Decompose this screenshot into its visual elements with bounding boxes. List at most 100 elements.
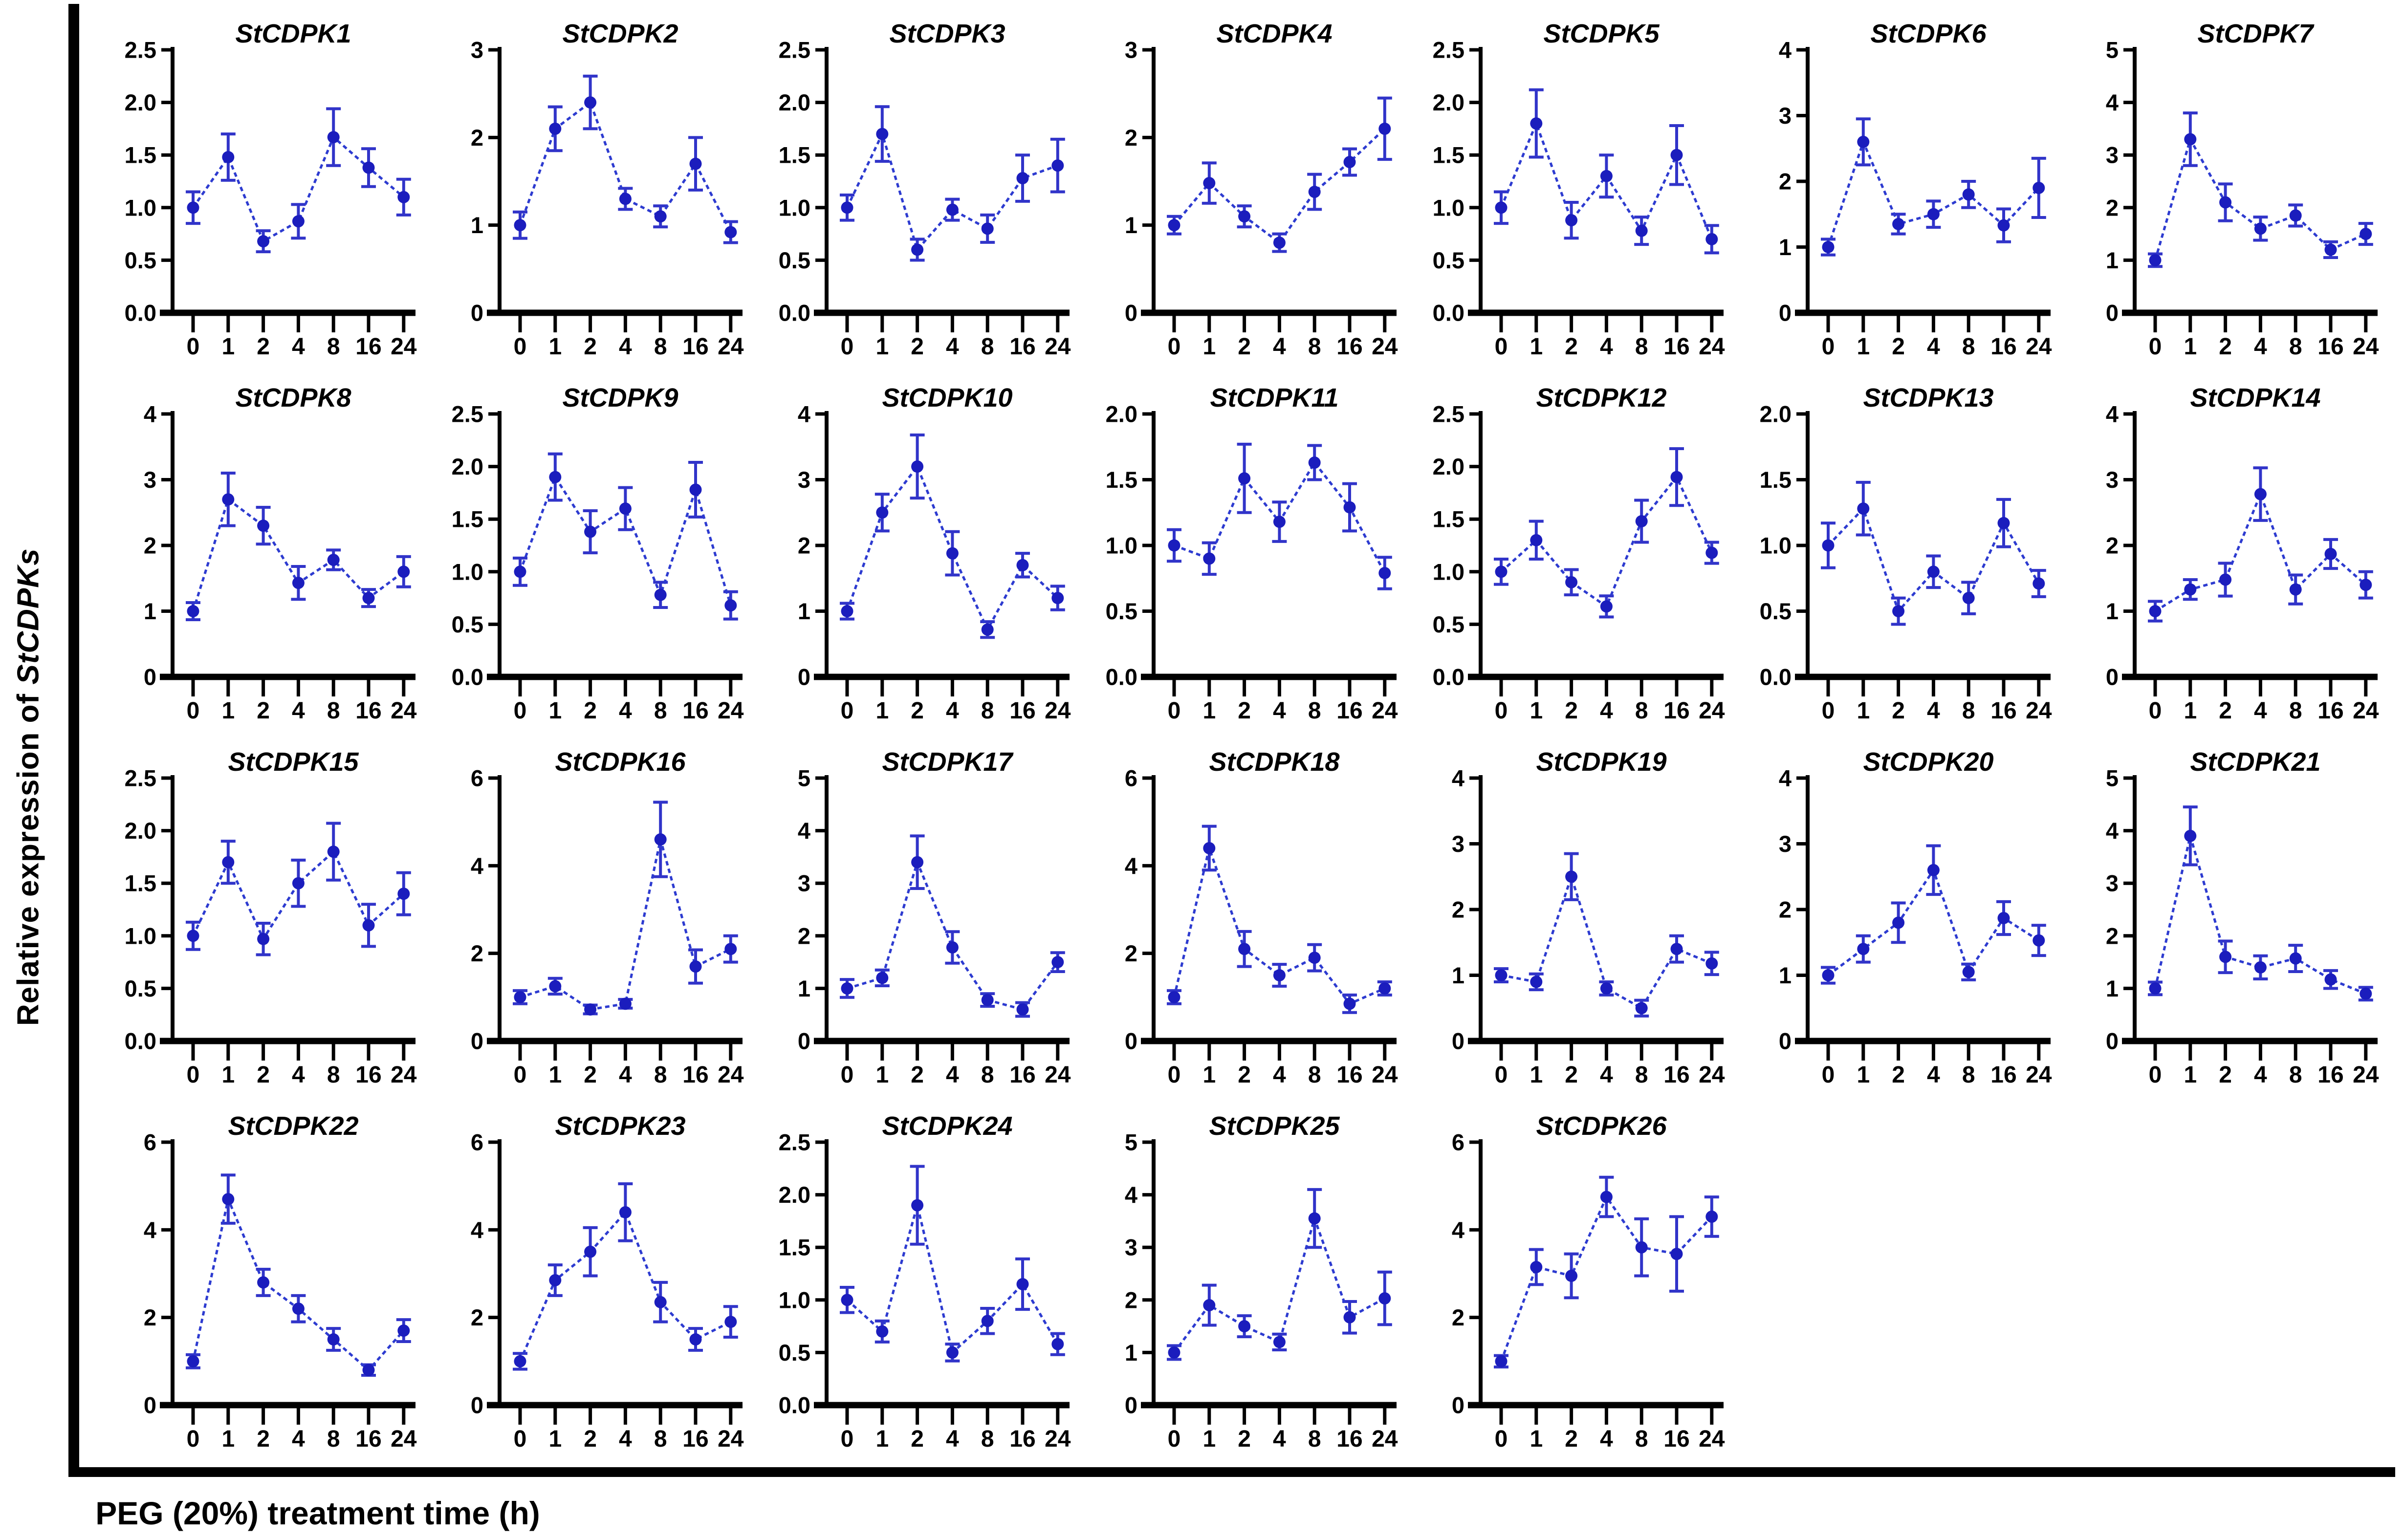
y-tick-label: 3 (2106, 467, 2119, 493)
x-tick-label: 2 (584, 1426, 597, 1452)
expression-panel-StCDPK5: StCDPK5 0.0 0.5 1.0 1.5 2.0 2.5 0 1 2 4 8 16 24 (1406, 12, 1733, 377)
data-point (1857, 943, 1870, 955)
data-point (549, 980, 562, 993)
x-tick-label: 4 (292, 1062, 305, 1088)
y-tick-label: 1.5 (1433, 142, 1464, 168)
data-point (841, 201, 853, 214)
y-tick-label: 3 (1125, 37, 1137, 63)
panel-title: StCDPK14 (2190, 383, 2320, 412)
x-tick-label: 8 (327, 698, 340, 724)
y-tick-label: 5 (798, 765, 810, 791)
expression-panel-StCDPK26: StCDPK26 0 2 4 6 0 1 2 4 8 16 24 (1406, 1105, 1733, 1470)
panel-title: StCDPK2 (562, 19, 678, 48)
data-point (1705, 957, 1718, 970)
y-axis: 0.0 0.5 1.0 1.5 2.0 2.5 (125, 765, 175, 1054)
y-tick-label: 0.5 (1433, 247, 1464, 273)
x-tick-label: 16 (682, 1062, 708, 1088)
data-point (257, 1276, 270, 1289)
y-axis: 0.0 0.5 1.0 1.5 2.0 (1760, 401, 1810, 690)
x-tick-label: 2 (1238, 334, 1251, 360)
data-point (876, 972, 889, 984)
x-tick-label: 16 (1990, 1062, 2016, 1088)
x-tick-label: 0 (1822, 698, 1835, 724)
x-tick-label: 16 (2317, 1062, 2343, 1088)
data-point (1238, 210, 1251, 223)
x-tick-label: 2 (2219, 698, 2232, 724)
data-point (1530, 534, 1543, 546)
x-tick-label: 4 (946, 698, 959, 724)
y-axis: 0.0 0.5 1.0 1.5 2.0 (1106, 401, 1156, 690)
data-point (2360, 228, 2372, 240)
y-axis: 0 1 2 3 4 (1779, 765, 1810, 1054)
data-point (1378, 982, 1391, 995)
y-tick-label: 2.5 (1433, 37, 1464, 63)
data-point (1822, 539, 1835, 552)
x-tick-label: 4 (1273, 1426, 1286, 1452)
y-tick-label: 2.5 (779, 1129, 810, 1155)
x-axis-label-text: PEG (20%) treatment time (h) (95, 1495, 540, 1531)
data-points (2149, 829, 2372, 1000)
x-tick-label: 8 (1962, 698, 1975, 724)
data-point (1273, 516, 1286, 528)
data-point (724, 599, 737, 612)
data-point (292, 877, 305, 889)
x-tick-label: 4 (1600, 1426, 1613, 1452)
data-point (1822, 969, 1835, 981)
x-tick-label: 4 (292, 698, 305, 724)
panel-title: StCDPK5 (1543, 19, 1660, 48)
data-point (362, 919, 375, 932)
y-axis: 0 1 2 3 4 (798, 401, 829, 690)
y-tick-label: 3 (798, 467, 810, 493)
y-axis: 0 1 2 3 4 5 (2106, 37, 2137, 325)
x-tick-label: 0 (841, 334, 854, 360)
data-point (1635, 1002, 1648, 1015)
data-point (1016, 172, 1029, 185)
x-tick-label: 0 (1495, 698, 1508, 724)
error-bars (2148, 111, 2373, 268)
y-tick-label: 5 (2106, 765, 2119, 791)
data-point (689, 960, 702, 973)
data-point (1962, 966, 1975, 978)
x-tick-label: 1 (1530, 1426, 1543, 1452)
data-point (1168, 219, 1180, 232)
x-tick-label: 1 (221, 698, 235, 724)
data-point (1016, 1278, 1029, 1291)
y-tick-label: 1.0 (779, 195, 810, 220)
x-tick-label: 16 (1663, 334, 1689, 360)
x-tick-label: 16 (1009, 698, 1035, 724)
y-tick-label: 4 (1125, 1182, 1137, 1208)
expression-panel-StCDPK4: StCDPK4 0 1 2 3 0 1 2 4 8 16 24 (1079, 12, 1406, 377)
x-tick-label: 8 (1308, 698, 1321, 724)
expression-panel-StCDPK22: StCDPK22 0 2 4 6 0 1 2 4 8 16 24 (98, 1105, 425, 1470)
data-point (292, 577, 305, 589)
data-points (2149, 488, 2372, 617)
y-tick-label: 2.0 (779, 89, 810, 115)
x-tick-label: 2 (911, 1426, 924, 1452)
data-point (1600, 1191, 1613, 1203)
x-tick-label: 8 (2289, 698, 2302, 724)
x-tick-label: 0 (514, 1426, 527, 1452)
y-tick-label: 4 (2106, 89, 2119, 115)
data-point (362, 592, 375, 605)
x-tick-label: 8 (654, 1426, 667, 1452)
data-point (1565, 1269, 1578, 1282)
data-point (1997, 911, 2010, 924)
data-point (2324, 243, 2337, 256)
y-tick-label: 0 (471, 1392, 483, 1418)
data-point (1565, 214, 1578, 227)
x-tick-label: 16 (2317, 698, 2343, 724)
data-point (619, 193, 632, 205)
data-point (1016, 559, 1029, 571)
line-chart-StCDPK1: StCDPK10.00.51.01.52.02.50 1 2 4 8 16 24 (125, 19, 417, 360)
y-tick-label: 2.0 (1106, 401, 1137, 427)
x-tick-label: 16 (1336, 1426, 1362, 1452)
y-tick-label: 4 (1125, 853, 1137, 879)
y-tick-label: 0 (1125, 1028, 1137, 1054)
x-tick-label: 2 (1238, 698, 1251, 724)
expression-panel-StCDPK6: StCDPK6 0 1 2 3 4 0 1 2 4 8 16 24 (1733, 12, 2060, 377)
